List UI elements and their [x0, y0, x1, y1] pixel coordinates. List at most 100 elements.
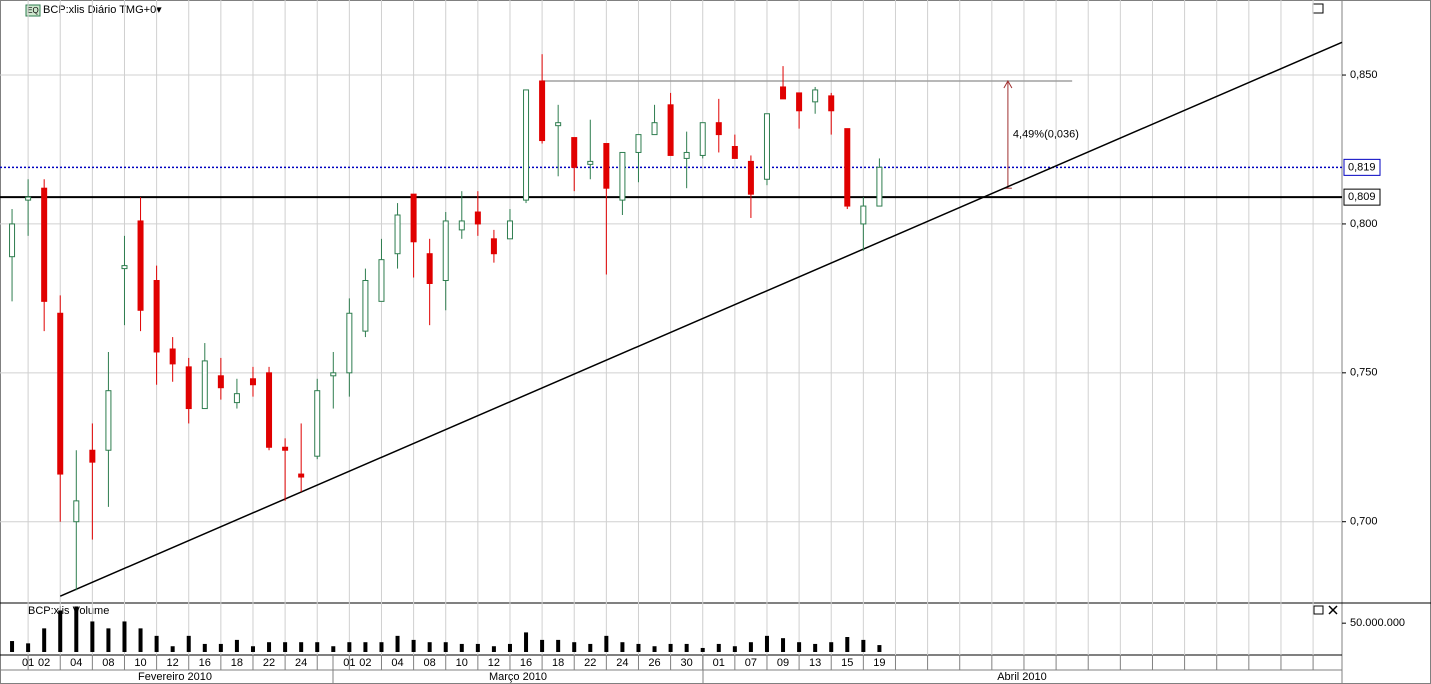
x-tick-label: 24 — [616, 657, 628, 669]
x-tick-label: 01 — [713, 657, 725, 669]
candle-body — [812, 89, 819, 103]
candle-body — [506, 220, 513, 240]
candle-body — [169, 348, 176, 365]
volume-bar — [379, 642, 384, 652]
volume-bar — [877, 645, 882, 652]
candle-body — [603, 143, 610, 189]
volume-bar — [475, 643, 480, 652]
volume-bar — [540, 639, 545, 652]
candle-body — [796, 92, 803, 112]
candle-body — [539, 80, 546, 142]
volume-bar — [652, 646, 657, 652]
volume-bar — [74, 606, 79, 652]
volume-bar — [42, 628, 47, 652]
candle-body — [298, 473, 305, 478]
volume-bar — [588, 643, 593, 652]
x-tick-label: 30 — [681, 657, 693, 669]
candle-body — [9, 223, 16, 258]
level-label-box — [1343, 188, 1381, 206]
volume-bar — [459, 643, 464, 652]
volume-bar — [716, 643, 721, 652]
x-tick-label: 10 — [134, 657, 146, 669]
candle-body — [426, 253, 433, 284]
x-tick-label: 02 — [38, 657, 50, 669]
volume-bar — [572, 642, 577, 652]
candle-body — [105, 390, 112, 451]
candle-body — [346, 312, 353, 374]
volume-tick-label: 50.000.000 — [1350, 617, 1405, 629]
x-tick-label: 08 — [424, 657, 436, 669]
volume-bar — [26, 643, 31, 652]
candle-body — [73, 500, 80, 523]
volume-bar — [138, 628, 143, 652]
volume-bar — [202, 643, 207, 652]
candle-body — [699, 122, 706, 156]
x-tick-label: 16 — [199, 657, 211, 669]
volume-title: BCP:xlis Volume — [28, 605, 109, 617]
volume-bar — [186, 635, 191, 652]
candle-body — [667, 104, 674, 156]
volume-maximize[interactable] — [1313, 605, 1324, 615]
candle-body — [330, 372, 337, 377]
level-label: 0,809 — [1348, 191, 1376, 203]
candle-body — [394, 214, 401, 255]
candle-body — [523, 89, 530, 201]
volume-bar — [218, 643, 223, 652]
candle-body — [571, 137, 578, 168]
volume-bar — [154, 635, 159, 652]
candle-body — [780, 86, 787, 100]
volume-bar — [668, 643, 673, 652]
candle-body — [41, 187, 48, 302]
candle-body — [442, 220, 449, 282]
candle-body — [731, 146, 738, 159]
x-tick-label: 18 — [231, 657, 243, 669]
volume-bar — [299, 642, 304, 652]
volume-bar — [524, 632, 529, 652]
y-tick-label: 0,850 — [1350, 69, 1378, 81]
candle-body — [89, 449, 96, 463]
x-tick-label: 16 — [520, 657, 532, 669]
x-tick-label: 09 — [777, 657, 789, 669]
x-tick-label: 12 — [167, 657, 179, 669]
volume-bar — [556, 639, 561, 652]
badge: EQ — [27, 6, 39, 15]
candle-body — [635, 134, 642, 153]
measure-label: 4,49%(0,036) — [1013, 129, 1079, 141]
maximize-button[interactable] — [1312, 3, 1324, 14]
level-label-box — [1343, 158, 1381, 176]
volume-bar — [443, 642, 448, 652]
x-tick-label: 12 — [488, 657, 500, 669]
badge-box — [25, 4, 41, 17]
x-tick-label: 10 — [456, 657, 468, 669]
volume-bar — [684, 643, 689, 652]
chart-title[interactable]: BCP:xlis Diário TMG+0▾ — [43, 4, 162, 16]
candle-body — [57, 312, 64, 475]
x-tick-label: 02 — [359, 657, 371, 669]
measure-arrow — [1003, 79, 1013, 89]
volume-bar — [250, 646, 255, 652]
candle-body — [137, 220, 144, 311]
candle-body — [683, 151, 690, 159]
candle-body — [619, 151, 626, 201]
candle-body — [153, 280, 160, 353]
volume-bar — [748, 642, 753, 652]
candle-body — [249, 378, 256, 386]
volume-bar — [58, 610, 63, 652]
candle-body — [747, 160, 754, 195]
x-tick-label: 04 — [391, 657, 403, 669]
candle-body — [378, 259, 385, 302]
volume-bar — [267, 642, 272, 652]
volume-bar — [234, 639, 239, 652]
y-tick-label: 0,800 — [1350, 218, 1378, 230]
y-tick-label: 0,750 — [1350, 367, 1378, 379]
volume-close[interactable] — [1328, 605, 1338, 615]
volume-bar — [861, 639, 866, 652]
candle-body — [844, 128, 851, 207]
x-tick-label: 22 — [263, 657, 275, 669]
candle-body — [715, 122, 722, 136]
x-tick-label: 01 — [343, 657, 355, 669]
month-label: Março 2010 — [489, 671, 547, 683]
candle-body — [763, 113, 770, 180]
volume-bar — [331, 646, 336, 652]
